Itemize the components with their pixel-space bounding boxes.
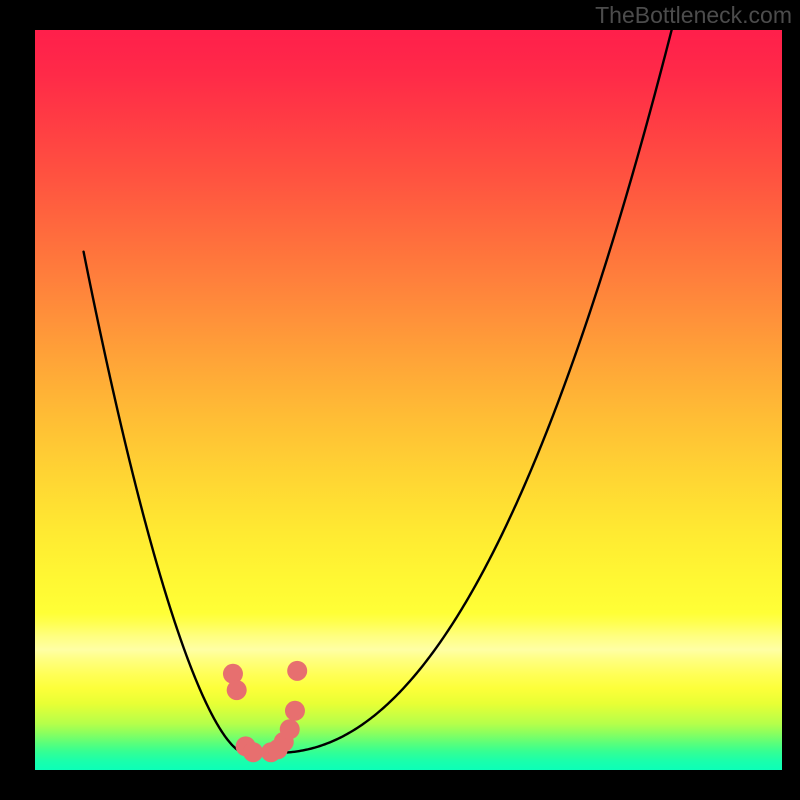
curve-marker bbox=[287, 661, 307, 681]
curve-marker bbox=[285, 701, 305, 721]
plot-area bbox=[35, 30, 782, 770]
chart-svg bbox=[0, 0, 800, 800]
curve-marker bbox=[243, 742, 263, 762]
curve-marker bbox=[280, 719, 300, 739]
bottleneck-chart: TheBottleneck.com bbox=[0, 0, 800, 800]
curve-marker bbox=[227, 680, 247, 700]
